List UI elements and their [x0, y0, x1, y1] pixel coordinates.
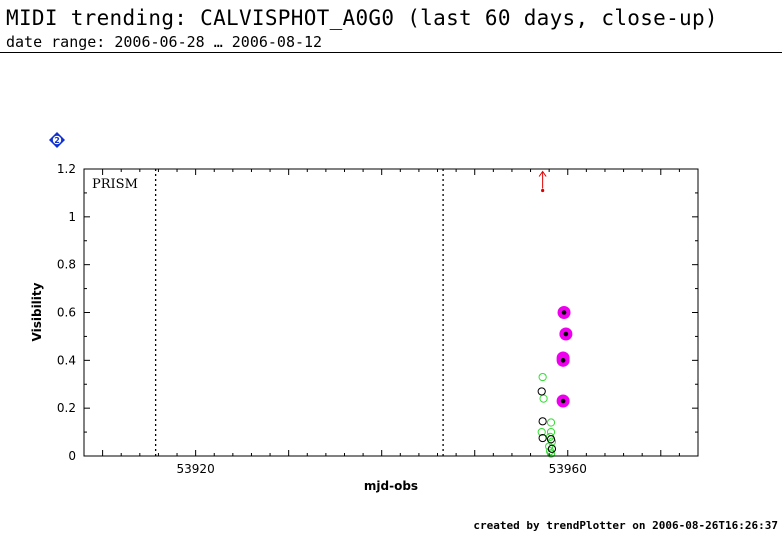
- y-tick-label: 0.8: [57, 258, 76, 272]
- footer-credit: created by trendPlotter on 2006-08-26T16…: [473, 519, 778, 532]
- y-tick-label: 1: [68, 210, 76, 224]
- x-tick-label: 53920: [177, 462, 215, 476]
- data-point-green: [546, 418, 556, 427]
- chart-annotation: PRISM: [92, 177, 138, 192]
- data-point-green: [538, 372, 547, 382]
- x-axis-label: mjd-obs: [364, 479, 418, 493]
- data-point-red: [541, 188, 545, 193]
- y-tick-label: 0.6: [57, 306, 76, 320]
- number-badge-icon: 2: [49, 132, 65, 148]
- y-tick-label: 0.4: [57, 353, 76, 367]
- data-point-black: [538, 417, 547, 426]
- data-point-black: [547, 444, 557, 453]
- data-point-center: [561, 310, 567, 315]
- plot-frame: [83, 168, 699, 457]
- data-point-center: [560, 398, 566, 404]
- data-point-green: [539, 394, 548, 403]
- y-tick-label: 0: [68, 449, 76, 463]
- data-point-black: [538, 433, 547, 443]
- data-point-black: [537, 387, 546, 396]
- chart-marks: [154, 169, 573, 458]
- limit-arrow-head: [538, 170, 547, 177]
- y-tick-label: 0.2: [57, 401, 76, 415]
- y-axis-label: Visibility: [30, 282, 44, 341]
- y-tick-label: 1.2: [57, 162, 76, 176]
- chart-axes: 0 0.2 0.4 0.6 0.8 1 1.2 53920 53960: [57, 162, 699, 476]
- header-divider: [0, 52, 782, 53]
- page-title: MIDI trending: CALVISPHOT_A0G0 (last 60 …: [6, 6, 718, 30]
- x-tick-label: 53960: [549, 462, 587, 476]
- data-point-black: [546, 435, 556, 444]
- data-point-green: [546, 449, 556, 458]
- data-point-center: [563, 331, 569, 337]
- badge-number: 2: [54, 136, 60, 145]
- data-point-green: [546, 427, 556, 437]
- data-point-center: [560, 358, 566, 363]
- date-range-subtitle: date range: 2006-06-28 … 2006-08-12: [6, 33, 323, 51]
- data-point-green: [537, 427, 546, 437]
